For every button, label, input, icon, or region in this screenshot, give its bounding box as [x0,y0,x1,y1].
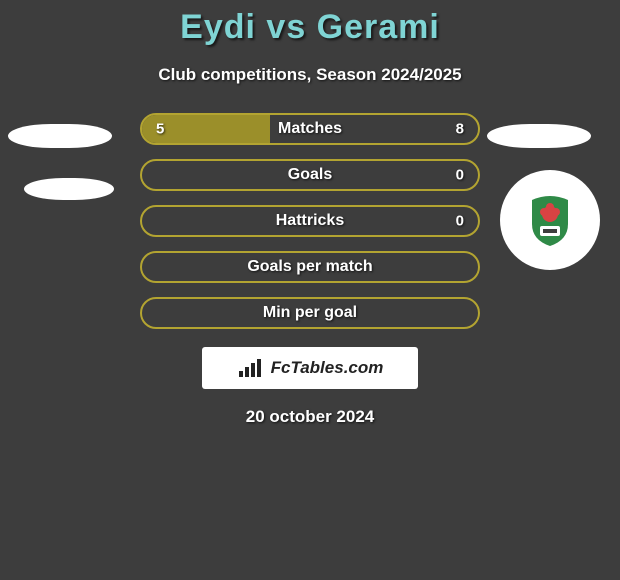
left-player-placeholder-1 [8,124,112,148]
stat-label: Matches [278,120,342,138]
left-player-placeholder-2 [24,178,114,200]
right-club-logo [500,170,600,270]
bars-icon [237,357,265,379]
brand-badge[interactable]: FcTables.com [202,347,418,389]
page-title: Eydi vs Gerami [0,0,620,47]
stat-label: Goals per match [247,258,372,276]
right-player-placeholder [487,124,591,148]
club-crest-icon [520,190,580,250]
brand-text: FcTables.com [271,358,384,378]
stat-label: Hattricks [276,212,344,230]
stat-right-value: 0 [456,167,464,184]
stat-left-value: 5 [156,121,164,138]
date-text: 20 october 2024 [0,407,620,427]
stat-right-value: 0 [456,213,464,230]
stat-label: Goals [288,166,332,184]
stat-row-matches: 5 Matches 8 [140,113,480,145]
stat-row-hattricks: Hattricks 0 [140,205,480,237]
subtitle: Club competitions, Season 2024/2025 [0,65,620,85]
stat-row-goals: Goals 0 [140,159,480,191]
stat-label: Min per goal [263,304,357,322]
stat-row-min-per-goal: Min per goal [140,297,480,329]
stat-row-goals-per-match: Goals per match [140,251,480,283]
stat-right-value: 8 [456,121,464,138]
